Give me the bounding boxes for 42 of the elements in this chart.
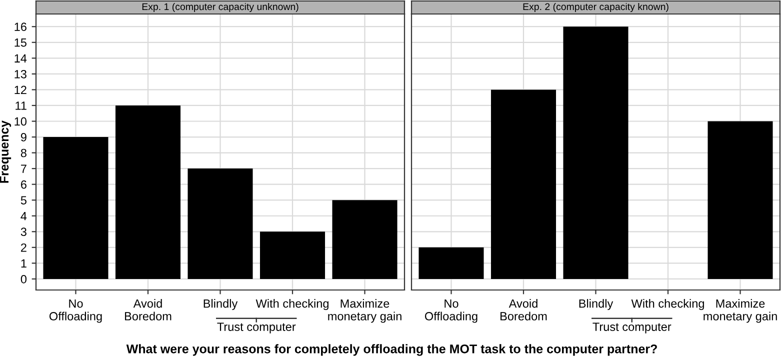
x-tick-label: Avoid Boredom: [500, 299, 547, 320]
y-tick-label: 6: [21, 180, 26, 189]
y-tick-label: 10: [14, 117, 27, 126]
x-tick-label: Maximize monetary gain: [704, 299, 777, 323]
text: Trust computer: [592, 322, 672, 334]
y-tick-label: 11: [16, 102, 26, 110]
bar: [490, 90, 556, 279]
x-tick-label: Blindly: [579, 299, 614, 310]
bar: [260, 232, 326, 279]
bar: [332, 200, 398, 279]
y-tick-label: 4: [20, 212, 27, 220]
bar: [563, 26, 628, 279]
bar: [708, 121, 773, 279]
x-tick-label: With checking: [631, 299, 704, 310]
chart-title: Exp. 2 (computer capacity known): [523, 2, 668, 12]
x-tick-label: With checking: [256, 299, 328, 310]
y-tick-label: 1: [21, 259, 26, 268]
y-tick-label: 13: [14, 70, 26, 78]
y-tick-label: 14: [14, 54, 27, 62]
x-tick-label: Blindly: [204, 299, 238, 310]
bar: [43, 137, 108, 279]
x-axis-title: What were your reasons for completely offloading the MOT task to the computer partner?: [126, 344, 657, 356]
x-tick-label: Maximize monetary gain: [328, 299, 402, 323]
x-tick-label: Avoid Boredom: [125, 299, 172, 320]
x-tick-label: No Offloading: [49, 299, 102, 323]
bar: [418, 247, 484, 279]
y-tick-label: 7: [21, 164, 26, 173]
text: Trust computer: [217, 322, 296, 334]
y-tick-label: 8: [20, 148, 26, 158]
x-tick-label: No Offloading: [424, 299, 478, 323]
y-tick-label: 15: [14, 38, 26, 47]
bar: [188, 168, 253, 279]
y-tick-label: 16: [14, 22, 26, 32]
y-tick-label: 2: [21, 243, 26, 252]
y-tick-label: 5: [20, 196, 26, 204]
y-axis-title: Frequency: [0, 120, 12, 183]
y-tick-label: 9: [20, 133, 26, 142]
y-tick-label: 0: [20, 274, 27, 284]
bar: [115, 105, 181, 279]
y-tick-label: 3: [20, 228, 26, 236]
chart-title: Exp. 1 (computer capacity unknown): [142, 2, 298, 12]
y-tick-label: 12: [14, 86, 26, 94]
